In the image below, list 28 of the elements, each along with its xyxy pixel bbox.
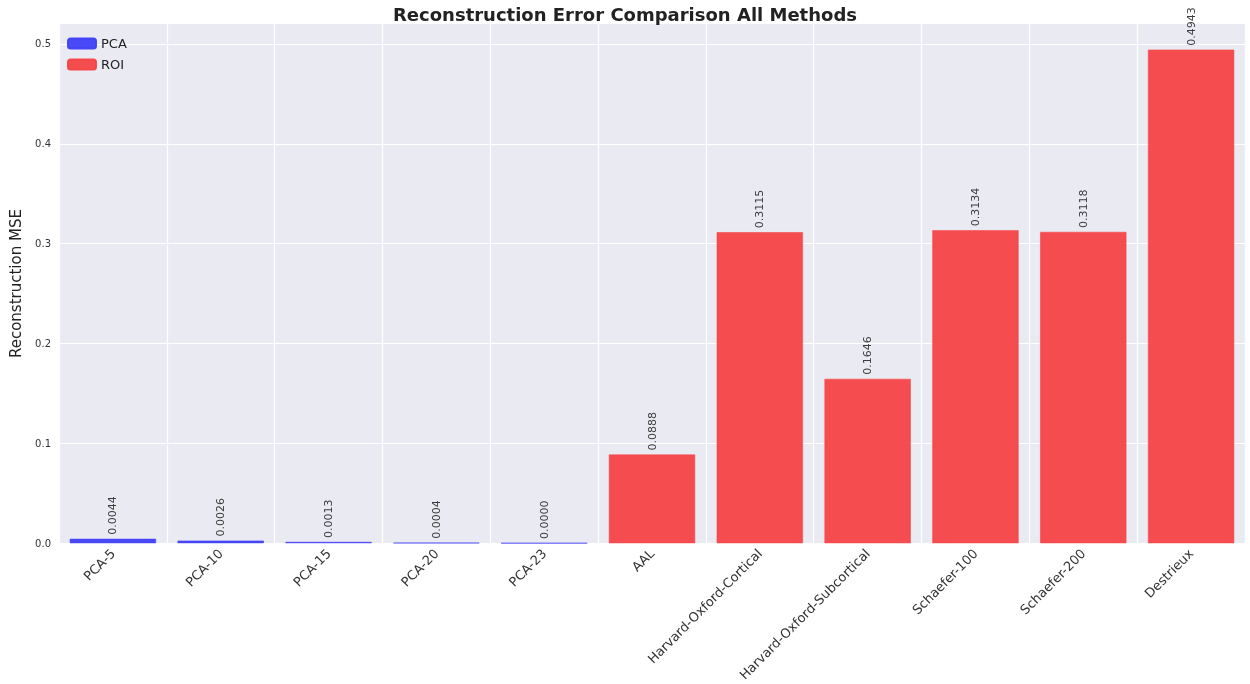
data-label: 0.4943 [1184, 7, 1198, 46]
legend-label: ROI [101, 57, 125, 72]
y-tick-label: 0.3 [35, 238, 51, 250]
data-label: 0.0044 [106, 496, 120, 535]
y-tick-label: 0.1 [35, 437, 51, 449]
bar [824, 378, 911, 544]
data-label: 0.0013 [322, 499, 336, 538]
legend-label: PCA [101, 36, 127, 51]
bar [1147, 49, 1235, 544]
bar [932, 230, 1019, 544]
bar [716, 232, 803, 544]
data-label: 0.3134 [968, 187, 982, 227]
y-tick-label: 0.4 [35, 138, 51, 150]
chart-title: Reconstruction Error Comparison All Methods [393, 3, 857, 25]
y-tick-label: 0.5 [35, 38, 51, 50]
y-axis-title: Reconstruction MSE [6, 209, 25, 359]
bar [69, 538, 157, 544]
bar [1040, 231, 1127, 544]
data-label: 0.0004 [429, 500, 443, 539]
y-tick-label: 0.2 [35, 338, 51, 350]
bar [608, 454, 696, 544]
data-label: 0.3118 [1076, 189, 1090, 228]
data-label: 0.0000 [537, 500, 551, 539]
data-label: 0.3115 [753, 189, 767, 229]
data-label: 0.0026 [214, 498, 228, 537]
y-tick-label: 0.0 [35, 537, 51, 549]
data-label: 0.0888 [645, 412, 659, 451]
data-label: 0.1646 [861, 336, 875, 375]
